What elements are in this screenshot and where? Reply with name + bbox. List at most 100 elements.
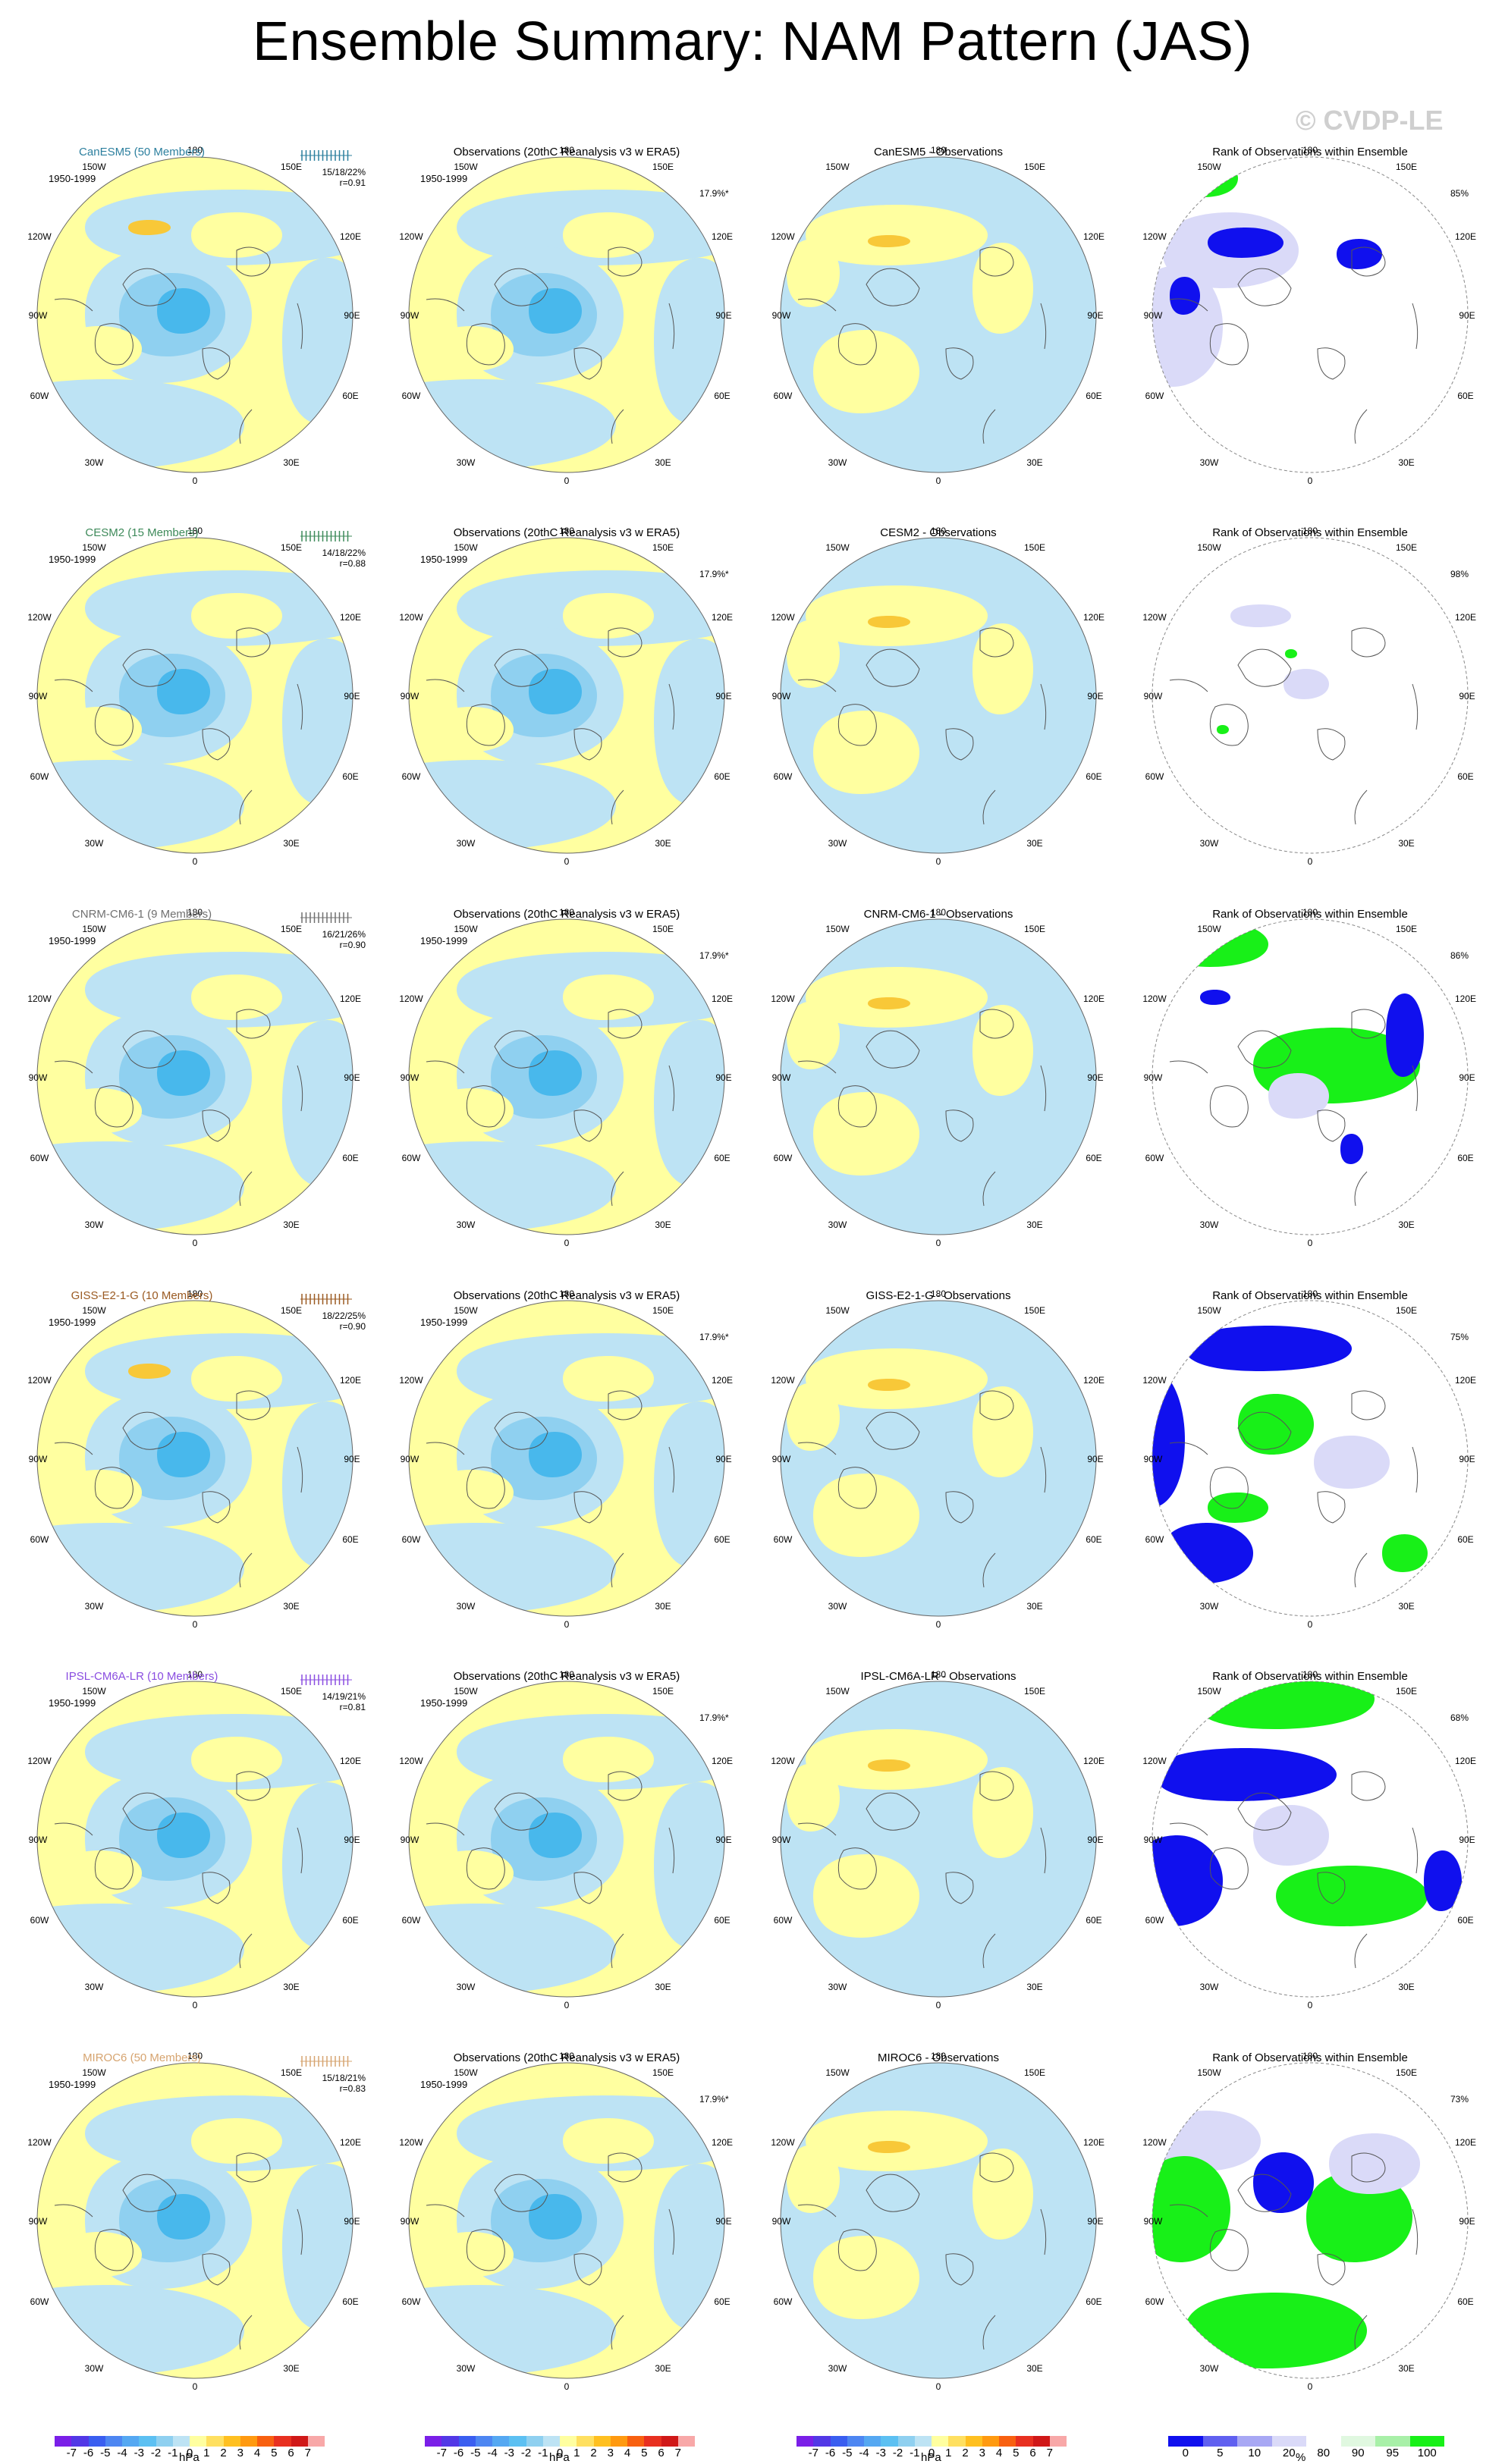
- colorbar-tick: -1: [168, 2447, 178, 2459]
- colorbar-swatch: [1409, 2436, 1444, 2447]
- degree-label: 30E: [283, 1982, 299, 1992]
- degree-label: 150E: [652, 1305, 674, 1316]
- degree-label: 150E: [281, 924, 302, 934]
- pct-range: 15/18/21%: [322, 2073, 366, 2083]
- rank-pct: 68%: [1450, 1712, 1469, 1723]
- degree-label: 150E: [652, 1686, 674, 1697]
- degree-label: 180: [559, 1288, 574, 1299]
- polar-map: 180 150W 150E 120W 120E 90W 90E 60W 60E 30W 30E 0: [771, 1669, 1104, 2010]
- degree-label: 60E: [714, 1915, 730, 1926]
- degree-label: 120E: [340, 612, 361, 623]
- degree-label: 150W: [82, 2067, 106, 2078]
- degree-label: 30W: [1200, 457, 1219, 468]
- colorbar-swatch: [122, 2436, 140, 2447]
- polar-map: 180 150W 150E 120W 120E 90W 90E 60W 60E 30W 30E 0: [399, 526, 733, 867]
- degree-label: 30W: [457, 1601, 476, 1612]
- colorbar-tick: -2: [150, 2447, 162, 2459]
- degree-label: 30W: [85, 1982, 104, 1992]
- degree-label: 180: [931, 145, 946, 155]
- degree-label: 120W: [27, 1756, 52, 1766]
- degree-label: 150W: [1197, 162, 1221, 172]
- colorbar-hpa-3: -7 -6 -5 -4 -3 -2 -1 0 1 2 3 4 5 6 7 hPa: [796, 2436, 1067, 2464]
- degree-label: 180: [931, 907, 946, 918]
- degree-label: 0: [936, 1238, 941, 1248]
- obs-variance-pct: 17.9%*: [699, 1332, 729, 1342]
- degree-label: 60W: [774, 391, 793, 401]
- degree-label: 60W: [402, 1534, 421, 1545]
- degree-label: 60W: [402, 1153, 421, 1163]
- degree-label: 30W: [85, 457, 104, 468]
- degree-label: 90E: [344, 310, 360, 321]
- degree-label: 150W: [825, 162, 850, 172]
- degree-label: 90E: [715, 2216, 731, 2227]
- obs-variance-pct: 17.9%*: [699, 950, 729, 961]
- degree-label: 90E: [1087, 310, 1103, 321]
- degree-label: 180: [187, 1288, 203, 1299]
- colorbar-swatch: [1016, 2436, 1033, 2447]
- colorbar-swatch: [982, 2436, 999, 2447]
- degree-label: 60W: [402, 391, 421, 401]
- degree-label: 30E: [283, 2363, 299, 2374]
- degree-label: 150E: [1396, 1305, 1417, 1316]
- colorbar-swatch: [560, 2436, 577, 2447]
- degree-label: 0: [193, 1238, 198, 1248]
- degree-label: 30E: [655, 457, 671, 468]
- degree-label: 30E: [1026, 1219, 1042, 1230]
- degree-label: 120E: [1455, 1375, 1476, 1386]
- degree-label: 120E: [1083, 2137, 1104, 2148]
- degree-label: 30W: [85, 1219, 104, 1230]
- obs-variance-pct: 17.9%*: [699, 2094, 729, 2105]
- degree-label: 30W: [828, 1219, 847, 1230]
- colorbar-tick: 100: [1417, 2447, 1437, 2459]
- colorbar-tick: 7: [1046, 2447, 1053, 2459]
- degree-label: 150W: [82, 162, 106, 172]
- stats-label: 14/19/21% r=0.81: [259, 1691, 366, 1712]
- polar-map: 180 150W 150E 120W 120E 90W 90E 60W 60E 30W 30E 0: [771, 1288, 1104, 1630]
- degree-label: 120W: [399, 231, 423, 242]
- pattern-correlation: r=0.90: [339, 940, 366, 950]
- degree-label: 150E: [1396, 162, 1417, 172]
- degree-label: 0: [564, 476, 570, 486]
- degree-label: 180: [187, 1669, 203, 1680]
- model-pattern-panel: 180 150W 150E 120W 120E 90W 90E 60W 60E 30W 30E 0 19…: [9, 1646, 381, 2027]
- colorbar-swatch: [139, 2436, 156, 2447]
- degree-label: 180: [559, 1669, 574, 1680]
- degree-label: 150W: [82, 924, 106, 934]
- degree-label: 120E: [712, 612, 733, 623]
- degree-label: 90W: [401, 691, 419, 702]
- degree-label: 150W: [1197, 542, 1221, 553]
- rank-panel: 180 150W 150E 120W 120E 90W 90E 60W 60E 30W 30E 0 86…: [1124, 884, 1496, 1265]
- watermark: © CVDP-LE: [1296, 105, 1444, 136]
- degree-label: 0: [1308, 856, 1313, 867]
- degree-label: 120E: [712, 1375, 733, 1386]
- degree-label: 60E: [342, 771, 358, 782]
- degree-label: 30W: [828, 1601, 847, 1612]
- pattern-correlation: r=0.88: [339, 558, 366, 569]
- degree-label: 120E: [1455, 1756, 1476, 1766]
- colorbar-tick: -4: [487, 2447, 498, 2459]
- polar-map: 180 150W 150E 120W 120E 90W 90E 60W 60E 30W 30E 0: [399, 907, 733, 1248]
- polar-map: 180 150W 150E 120W 120E 90W 90E 60W 60E 30W 30E 0: [27, 907, 361, 1248]
- polar-map: 180 150W 150E 120W 120E 90W 90E 60W 60E 30W 30E 0: [27, 2051, 361, 2392]
- rank-title: Rank of Observations within Ensemble: [1212, 1289, 1408, 1302]
- degree-label: 30W: [1200, 2363, 1219, 2374]
- degree-label: 120E: [340, 1375, 361, 1386]
- polar-map: 180 150W 150E 120W 120E 90W 90E 60W 60E 30W 30E 0: [27, 1669, 361, 2010]
- degree-label: 180: [1302, 2051, 1318, 2061]
- degree-label: 90E: [1087, 1835, 1103, 1845]
- colorbar-swatch: [190, 2436, 207, 2447]
- colorbar-tick: 90: [1351, 2447, 1365, 2459]
- degree-label: 90E: [715, 1835, 731, 1845]
- degree-label: 180: [931, 526, 946, 536]
- colorbar-tick: 6: [287, 2447, 294, 2459]
- period-label: 1950-1999: [420, 554, 468, 565]
- polar-map: 180 150W 150E 120W 120E 90W 90E 60W 60E 30W 30E 0: [27, 1288, 361, 1630]
- degree-label: 90E: [1087, 691, 1103, 702]
- degree-label: 180: [1302, 145, 1318, 155]
- page-title: Ensemble Summary: NAM Pattern (JAS): [253, 11, 1252, 72]
- colorbar-swatch: [965, 2436, 982, 2447]
- degree-label: 120W: [771, 2137, 795, 2148]
- degree-label: 90W: [401, 310, 419, 321]
- degree-label: 90E: [715, 691, 731, 702]
- colorbar-swatch: [458, 2436, 476, 2447]
